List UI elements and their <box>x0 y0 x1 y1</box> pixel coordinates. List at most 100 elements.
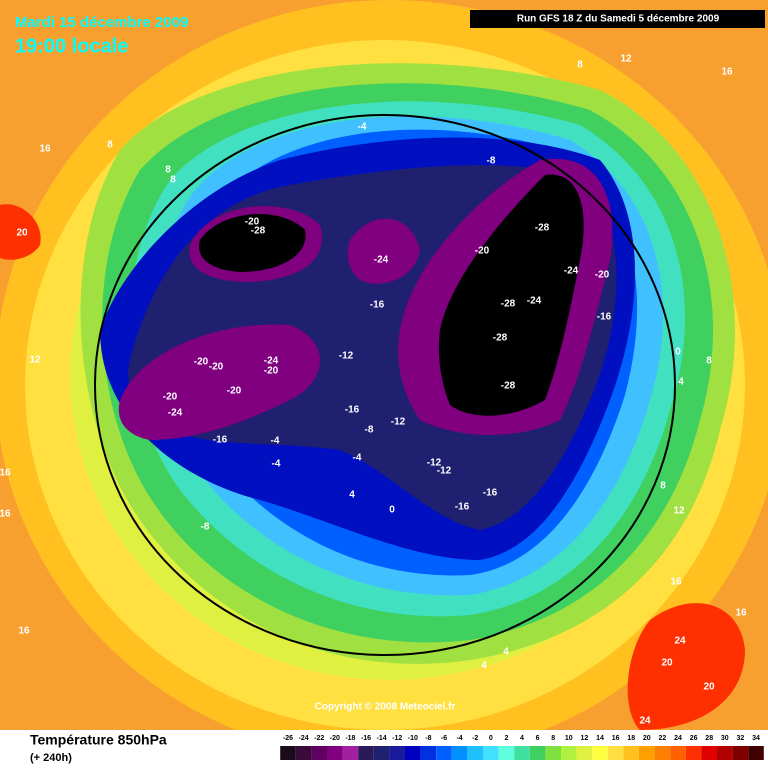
contour-label: 24 <box>639 716 651 727</box>
warm-core <box>0 204 41 260</box>
scale-swatch <box>748 746 764 760</box>
scale-label: 10 <box>565 735 573 742</box>
frigid-zone <box>118 324 320 440</box>
scale-label: -8 <box>425 735 431 742</box>
scale-label: -20 <box>330 735 340 742</box>
contour-label: 20 <box>661 658 673 669</box>
scale-swatch <box>498 746 515 760</box>
scale-swatch <box>514 746 530 760</box>
scale-swatch <box>389 746 405 760</box>
contour-label: -12 <box>427 458 442 469</box>
contour-label: 0 <box>389 505 395 516</box>
scale-swatch <box>405 746 421 760</box>
scale-swatch <box>420 746 437 760</box>
frigid-zone <box>347 218 420 284</box>
contour-label: -4 <box>271 436 280 447</box>
scale-label: -24 <box>299 735 309 742</box>
scale-swatch <box>451 746 468 760</box>
scale-swatch <box>561 746 577 760</box>
contour-label: 8 <box>706 356 712 367</box>
contour-label: 16 <box>39 144 51 155</box>
scale-swatch <box>607 746 624 760</box>
scale-label: 20 <box>643 735 651 742</box>
contour-label: -28 <box>535 223 550 234</box>
contour-label: 0 <box>675 347 681 358</box>
contour-label: 8 <box>660 481 666 492</box>
contour-label: -16 <box>455 502 470 513</box>
scale-swatch <box>467 746 483 760</box>
contour-label: -20 <box>245 217 260 228</box>
contour-label: -20 <box>163 392 178 403</box>
extreme-cold-core <box>438 174 584 416</box>
contour-label: 16 <box>670 577 682 588</box>
warm-core <box>627 603 745 730</box>
scale-label: -4 <box>456 735 462 742</box>
scale-label: 6 <box>536 735 540 742</box>
scale-label: 14 <box>596 735 604 742</box>
scale-label: -22 <box>314 735 324 742</box>
contour-label: 16 <box>18 626 30 637</box>
copyright: Copyright © 2008 Meteociel.fr <box>315 702 456 713</box>
scale-label: 4 <box>520 735 524 742</box>
contour-label: 24 <box>674 636 686 647</box>
scale-swatch <box>483 746 499 760</box>
contour-label: -4 <box>358 122 367 133</box>
contour-label: 4 <box>349 490 355 501</box>
contour-label: -20 <box>264 366 279 377</box>
contour-label: -8 <box>365 425 374 436</box>
scale-label: 30 <box>721 735 729 742</box>
contour-label: -24 <box>168 408 183 419</box>
contour-label: -16 <box>370 300 385 311</box>
contour-label: 16 <box>721 67 733 78</box>
scale-swatch <box>280 746 296 760</box>
contour-label: 12 <box>29 355 41 366</box>
contour-label: -16 <box>597 312 612 323</box>
scale-label: 2 <box>504 735 508 742</box>
scale-label: 24 <box>674 735 682 742</box>
forecast-date: Mardi 15 décembre 2009 <box>15 14 188 31</box>
scale-swatch <box>576 746 593 760</box>
scale-label: 12 <box>581 735 589 742</box>
scale-swatch <box>358 746 374 760</box>
scale-label: 8 <box>551 735 555 742</box>
contour-label: -20 <box>475 246 490 257</box>
scale-label: -18 <box>345 735 355 742</box>
extreme-cold-core <box>199 213 306 272</box>
contour-label: 4 <box>678 377 684 388</box>
scale-swatch <box>623 746 639 760</box>
contour-label: -16 <box>213 435 228 446</box>
contour-label: -8 <box>487 156 496 167</box>
contour-label: -20 <box>595 270 610 281</box>
scale-swatch <box>670 746 686 760</box>
contour-labels: -4-8-28-20-28-20-24-24 -20-16 -28 -24-16-28… <box>0 54 747 727</box>
contour-label: -16 <box>483 488 498 499</box>
footer-lead: (+ 240h) <box>30 752 72 764</box>
contour-label: -16 <box>345 405 360 416</box>
contour-label: 8 <box>577 60 583 71</box>
contour-label: -28 <box>501 299 516 310</box>
scale-swatch <box>639 746 655 760</box>
contour-label: 16 <box>735 608 747 619</box>
contour-label: 8 <box>107 140 113 151</box>
contour-label: -12 <box>437 466 452 477</box>
scale-swatch <box>545 746 561 760</box>
scale-swatch <box>342 746 359 760</box>
scale-label: -2 <box>472 735 478 742</box>
scale-swatch <box>701 746 717 760</box>
contour-label: -4 <box>272 459 281 470</box>
contour-label: -24 <box>374 255 389 266</box>
contour-label: 20 <box>703 682 715 693</box>
scale-label: 26 <box>690 735 698 742</box>
scale-label: 16 <box>612 735 620 742</box>
contour-label: 16 <box>0 509 11 520</box>
run-info: Run GFS 18 Z du Samedi 5 décembre 2009 <box>517 14 720 25</box>
scale-label: -16 <box>361 735 371 742</box>
scale-swatch <box>732 746 749 760</box>
contour-label: -28 <box>501 381 516 392</box>
scale-swatch <box>717 746 733 760</box>
scale-swatch <box>295 746 312 760</box>
contour-label: 20 <box>16 228 28 239</box>
isotherm <box>94 114 676 656</box>
